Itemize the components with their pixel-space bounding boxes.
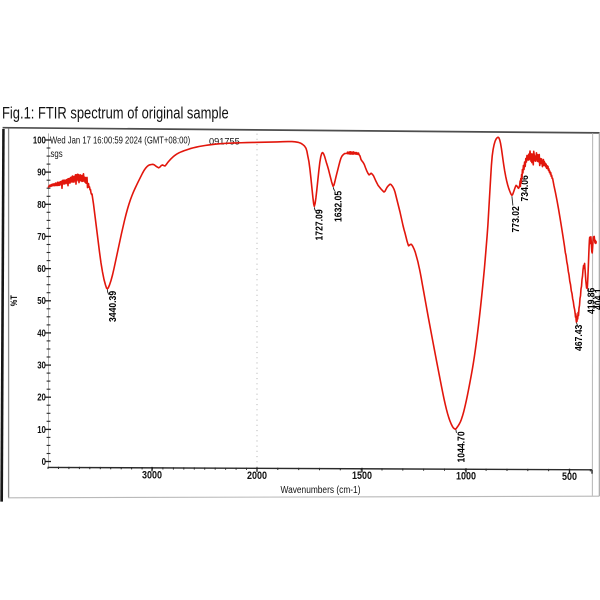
svg-text:091755: 091755 — [209, 136, 240, 146]
svg-text:70: 70 — [37, 231, 46, 242]
svg-text:3440.39: 3440.39 — [107, 291, 119, 322]
svg-text:1632.05: 1632.05 — [333, 190, 345, 222]
svg-text:10: 10 — [37, 424, 46, 435]
svg-text:1000: 1000 — [456, 471, 476, 483]
svg-text:%T: %T — [9, 295, 19, 306]
svg-text:100: 100 — [33, 135, 46, 146]
svg-text:90: 90 — [37, 167, 46, 178]
svg-text:Fig.1: FTIR spectrum of origin: Fig.1: FTIR spectrum of original sample — [2, 105, 229, 123]
svg-text:3000: 3000 — [142, 470, 162, 482]
svg-text:sgs: sgs — [51, 148, 64, 159]
svg-text:40: 40 — [37, 327, 46, 338]
svg-text:773.02: 773.02 — [510, 206, 522, 232]
svg-text:1727.09: 1727.09 — [314, 209, 326, 240]
svg-text:734.06: 734.06 — [519, 175, 531, 201]
svg-text:500: 500 — [562, 471, 577, 483]
svg-text:404.1: 404.1 — [593, 288, 600, 310]
svg-text:419.86: 419.86 — [586, 288, 598, 314]
svg-text:Wed Jan 17 16:00:59 2024 (GMT+: Wed Jan 17 16:00:59 2024 (GMT+08:00) — [50, 134, 190, 145]
svg-text:1500: 1500 — [352, 470, 372, 482]
svg-text:60: 60 — [37, 263, 46, 274]
svg-text:20: 20 — [37, 392, 46, 403]
svg-text:0: 0 — [42, 456, 46, 467]
svg-text:30: 30 — [37, 360, 46, 371]
svg-text:1044.70: 1044.70 — [456, 431, 468, 462]
svg-text:467.43: 467.43 — [573, 325, 585, 351]
svg-text:80: 80 — [37, 199, 46, 210]
svg-text:Wavenumbers (cm-1): Wavenumbers (cm-1) — [281, 484, 361, 495]
svg-text:50: 50 — [37, 295, 46, 306]
svg-text:2000: 2000 — [247, 470, 267, 482]
